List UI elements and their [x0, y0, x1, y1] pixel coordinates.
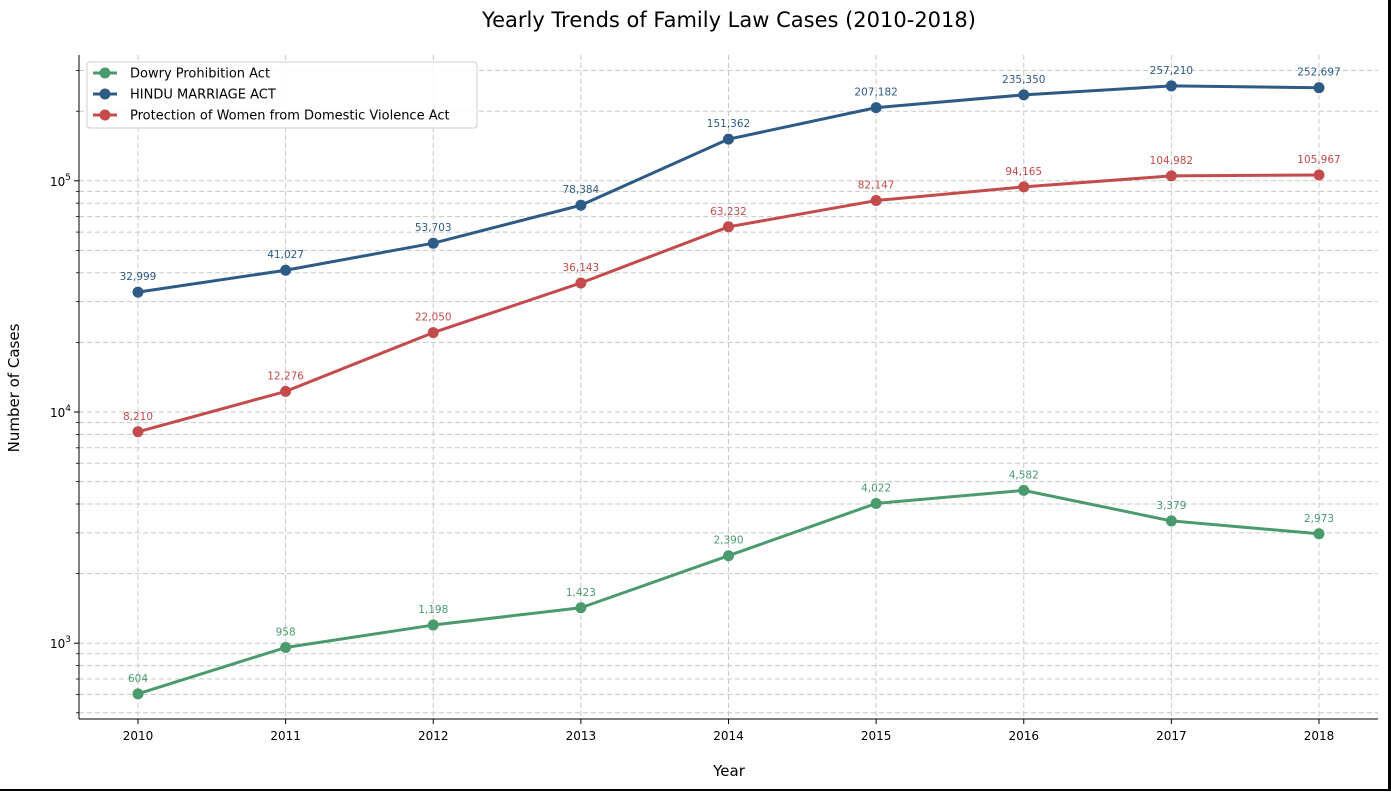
legend-label: Protection of Women from Domestic Violen… — [130, 109, 450, 124]
data-label: 8,210 — [123, 411, 153, 423]
data-label: 94,165 — [1005, 166, 1042, 178]
y-axis-title: Number of Cases — [5, 323, 23, 452]
data-point — [1313, 82, 1325, 94]
data-label: 235,350 — [1002, 74, 1045, 86]
data-label: 104,982 — [1150, 155, 1193, 167]
data-label: 3,379 — [1156, 500, 1186, 512]
y-tick-label: 105 — [50, 173, 71, 189]
data-label: 604 — [128, 673, 148, 685]
data-point — [427, 237, 439, 249]
data-point — [1018, 181, 1030, 193]
x-tick-label: 2012 — [418, 729, 449, 743]
x-tick-label: 2011 — [270, 729, 301, 743]
legend-marker — [99, 109, 111, 121]
data-point — [1165, 170, 1177, 182]
x-tick-label: 2018 — [1304, 729, 1335, 743]
x-tick-label: 2014 — [713, 729, 744, 743]
data-label: 53,703 — [415, 222, 452, 234]
data-point — [280, 641, 292, 653]
data-label: 4,022 — [861, 482, 891, 494]
data-point — [1018, 484, 1030, 496]
data-label: 36,143 — [563, 262, 600, 274]
legend-label: HINDU MARRIAGE ACT — [130, 88, 276, 103]
y-tick-label: 103 — [50, 635, 71, 651]
data-label: 12,276 — [267, 370, 304, 382]
legend-box — [86, 61, 478, 129]
x-tick-label: 2016 — [1008, 729, 1039, 743]
data-point — [427, 619, 439, 631]
x-axis-title: Year — [712, 762, 746, 780]
axes: 2010 2011 2012 2013 2014 2015 2016 2017 2018 103 1… — [50, 55, 1378, 743]
data-point — [132, 688, 144, 700]
x-tick-label: 2015 — [861, 729, 892, 743]
data-point — [575, 277, 587, 289]
data-label: 2,390 — [713, 535, 743, 547]
data-label: 32,999 — [120, 271, 157, 283]
data-label: 4,582 — [1009, 469, 1039, 481]
data-point — [1313, 528, 1325, 540]
data-point — [427, 327, 439, 339]
data-label: 257,210 — [1150, 65, 1193, 77]
data-label: 2,973 — [1304, 513, 1334, 525]
x-tick-label: 2013 — [566, 729, 597, 743]
data-label: 63,232 — [710, 206, 747, 218]
data-label: 252,697 — [1297, 67, 1340, 79]
data-point — [1165, 80, 1177, 92]
chart-title: Yearly Trends of Family Law Cases (2010-… — [481, 8, 976, 32]
data-point — [870, 102, 882, 114]
data-point — [132, 286, 144, 298]
data-point — [723, 550, 734, 562]
data-point — [575, 602, 587, 614]
data-point — [723, 133, 734, 145]
legend: Dowry Prohibition Act HINDU MARRIAGE ACT P… — [86, 61, 478, 129]
data-point — [1313, 169, 1325, 181]
x-tick-label: 2017 — [1156, 729, 1187, 743]
legend-label: Dowry Prohibition Act — [130, 67, 270, 82]
data-point — [132, 426, 144, 438]
data-labels: 604 958 1,198 1,423 2,390 4,022 4,582 3,379 2,97… — [120, 65, 1341, 685]
data-label: 82,147 — [858, 180, 895, 192]
data-point — [723, 221, 734, 233]
data-point — [870, 195, 882, 207]
frame-border-right — [1388, 0, 1391, 791]
data-point — [1018, 89, 1030, 101]
data-label: 22,050 — [415, 312, 452, 324]
y-tick-label: 104 — [50, 404, 71, 420]
data-point — [1165, 515, 1177, 527]
frame-border-bottom — [0, 789, 1391, 791]
data-point — [870, 497, 882, 509]
data-label: 1,198 — [418, 604, 448, 616]
legend-marker — [99, 88, 111, 100]
data-point — [575, 199, 587, 211]
data-point — [280, 264, 292, 276]
grid — [79, 55, 1378, 719]
series-group — [132, 80, 1325, 700]
data-label: 958 — [276, 626, 296, 638]
data-label: 151,362 — [707, 118, 750, 130]
data-label: 78,384 — [563, 184, 600, 196]
data-label: 41,027 — [267, 249, 304, 261]
legend-marker — [99, 67, 111, 79]
data-label: 1,423 — [566, 587, 596, 599]
data-label: 207,182 — [854, 87, 897, 99]
x-tick-label: 2010 — [123, 729, 154, 743]
data-label: 105,967 — [1297, 154, 1340, 166]
data-point — [280, 385, 292, 397]
